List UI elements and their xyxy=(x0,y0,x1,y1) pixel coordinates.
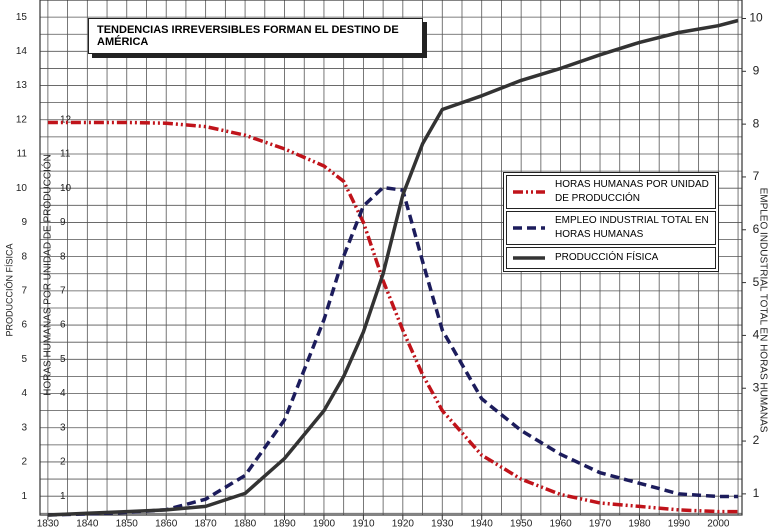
legend-item: PRODUCCIÓN FÍSICA xyxy=(506,247,716,269)
x-tick-label: 1960 xyxy=(549,519,572,530)
y-inner-tick-label: 1 xyxy=(60,491,66,502)
y-axis-label: PRODUCCIÓN FÍSICA xyxy=(4,243,14,336)
legend-label: PRODUCCIÓN FÍSICA xyxy=(555,252,659,263)
y-inner-tick-label: 12 xyxy=(60,114,72,125)
y2-tick-label: 7 xyxy=(753,169,760,183)
legend-item: HORAS HUMANAS POR UNIDAD DE PRODUCCIÓN xyxy=(506,175,716,209)
x-tick-label: 1860 xyxy=(155,519,178,530)
y-tick-label: 11 xyxy=(17,149,28,160)
x-tick-label: 1970 xyxy=(589,519,612,530)
x-tick-label: 1880 xyxy=(234,519,257,530)
y2-tick-label: 8 xyxy=(753,116,760,130)
x-tick-label: 1930 xyxy=(431,519,454,530)
y-inner-tick-label: 9 xyxy=(60,217,66,228)
x-tick-label: 2000 xyxy=(707,519,730,530)
y-inner-tick-label: 11 xyxy=(60,149,71,160)
y-inner-tick-label: 8 xyxy=(60,251,66,262)
y-inner-tick-label: 2 xyxy=(60,457,66,468)
y-tick-label: 13 xyxy=(16,80,28,91)
series-line xyxy=(47,120,739,514)
x-tick-label: 1850 xyxy=(116,519,139,530)
x-tick-label: 1840 xyxy=(76,519,99,530)
y2-tick-label: 1 xyxy=(753,486,760,500)
chart-title: TENDENCIAS IRREVERSIBLES FORMAN EL DESTI… xyxy=(88,18,423,54)
y2-tick-label: 9 xyxy=(753,63,760,77)
y-tick-label: 15 xyxy=(16,12,28,23)
y-tick-label: 12 xyxy=(16,114,28,125)
y2-tick-label: 2 xyxy=(753,433,760,447)
y-inner-tick-label: 5 xyxy=(60,354,66,365)
y2-axis-label: EMPLEO INDUSTRIAL TOTAL EN HORAS HUMANAS xyxy=(757,188,768,433)
y-tick-label: 7 xyxy=(21,286,27,297)
y-tick-label: 1 xyxy=(21,491,27,502)
x-tick-label: 1940 xyxy=(471,519,494,530)
legend-label: HORAS HUMANAS POR UNIDAD DE PRODUCCIÓN xyxy=(555,179,709,204)
plot-frame xyxy=(39,0,743,516)
legend: HORAS HUMANAS POR UNIDAD DE PRODUCCIÓN EM… xyxy=(503,172,719,272)
y-inner-tick-label: 7 xyxy=(60,286,66,297)
y2-tick-label: 5 xyxy=(753,275,760,289)
legend-swatch xyxy=(513,190,545,194)
legend-item: EMPLEO INDUSTRIAL TOTAL EN HORAS HUMANAS xyxy=(506,211,716,245)
y2-tick-label: 3 xyxy=(753,380,760,394)
x-tick-label: 1990 xyxy=(668,519,691,530)
y-tick-label: 2 xyxy=(21,457,27,468)
legend-label: EMPLEO INDUSTRIAL TOTAL EN HORAS HUMANAS xyxy=(555,215,709,240)
x-tick-label: 1980 xyxy=(628,519,651,530)
x-tick-label: 1830 xyxy=(37,519,60,530)
x-tick-label: 1890 xyxy=(273,519,296,530)
y-tick-label: 5 xyxy=(21,354,27,365)
y-inner-axis-label: HORAS HUMANAS POR UNIDAD DE PRODUCCIÓN xyxy=(41,154,54,396)
y-tick-label: 10 xyxy=(16,183,28,194)
y-tick-label: 4 xyxy=(21,388,27,399)
y-inner-tick-label: 10 xyxy=(60,183,72,194)
y-inner-tick-label: 4 xyxy=(60,388,66,399)
x-tick-label: 1950 xyxy=(510,519,533,530)
legend-swatch xyxy=(513,256,545,260)
x-tick-label: 1920 xyxy=(392,519,415,530)
series-line xyxy=(47,18,739,517)
y2-tick-label: 10 xyxy=(749,11,763,25)
y2-tick-label: 4 xyxy=(753,328,760,342)
series-line xyxy=(47,185,739,517)
legend-swatch xyxy=(513,226,545,230)
y2-tick-label: 6 xyxy=(753,222,760,236)
x-tick-label: 1900 xyxy=(313,519,336,530)
x-tick-label: 1870 xyxy=(195,519,218,530)
x-tick-label: 1910 xyxy=(352,519,375,530)
y-tick-label: 6 xyxy=(21,320,27,331)
y-inner-tick-label: 3 xyxy=(60,422,66,433)
y-tick-label: 14 xyxy=(16,46,28,57)
y-inner-tick-label: 6 xyxy=(60,320,66,331)
y-tick-label: 3 xyxy=(21,422,27,433)
y-tick-label: 9 xyxy=(21,217,27,228)
y-tick-label: 8 xyxy=(21,251,27,262)
